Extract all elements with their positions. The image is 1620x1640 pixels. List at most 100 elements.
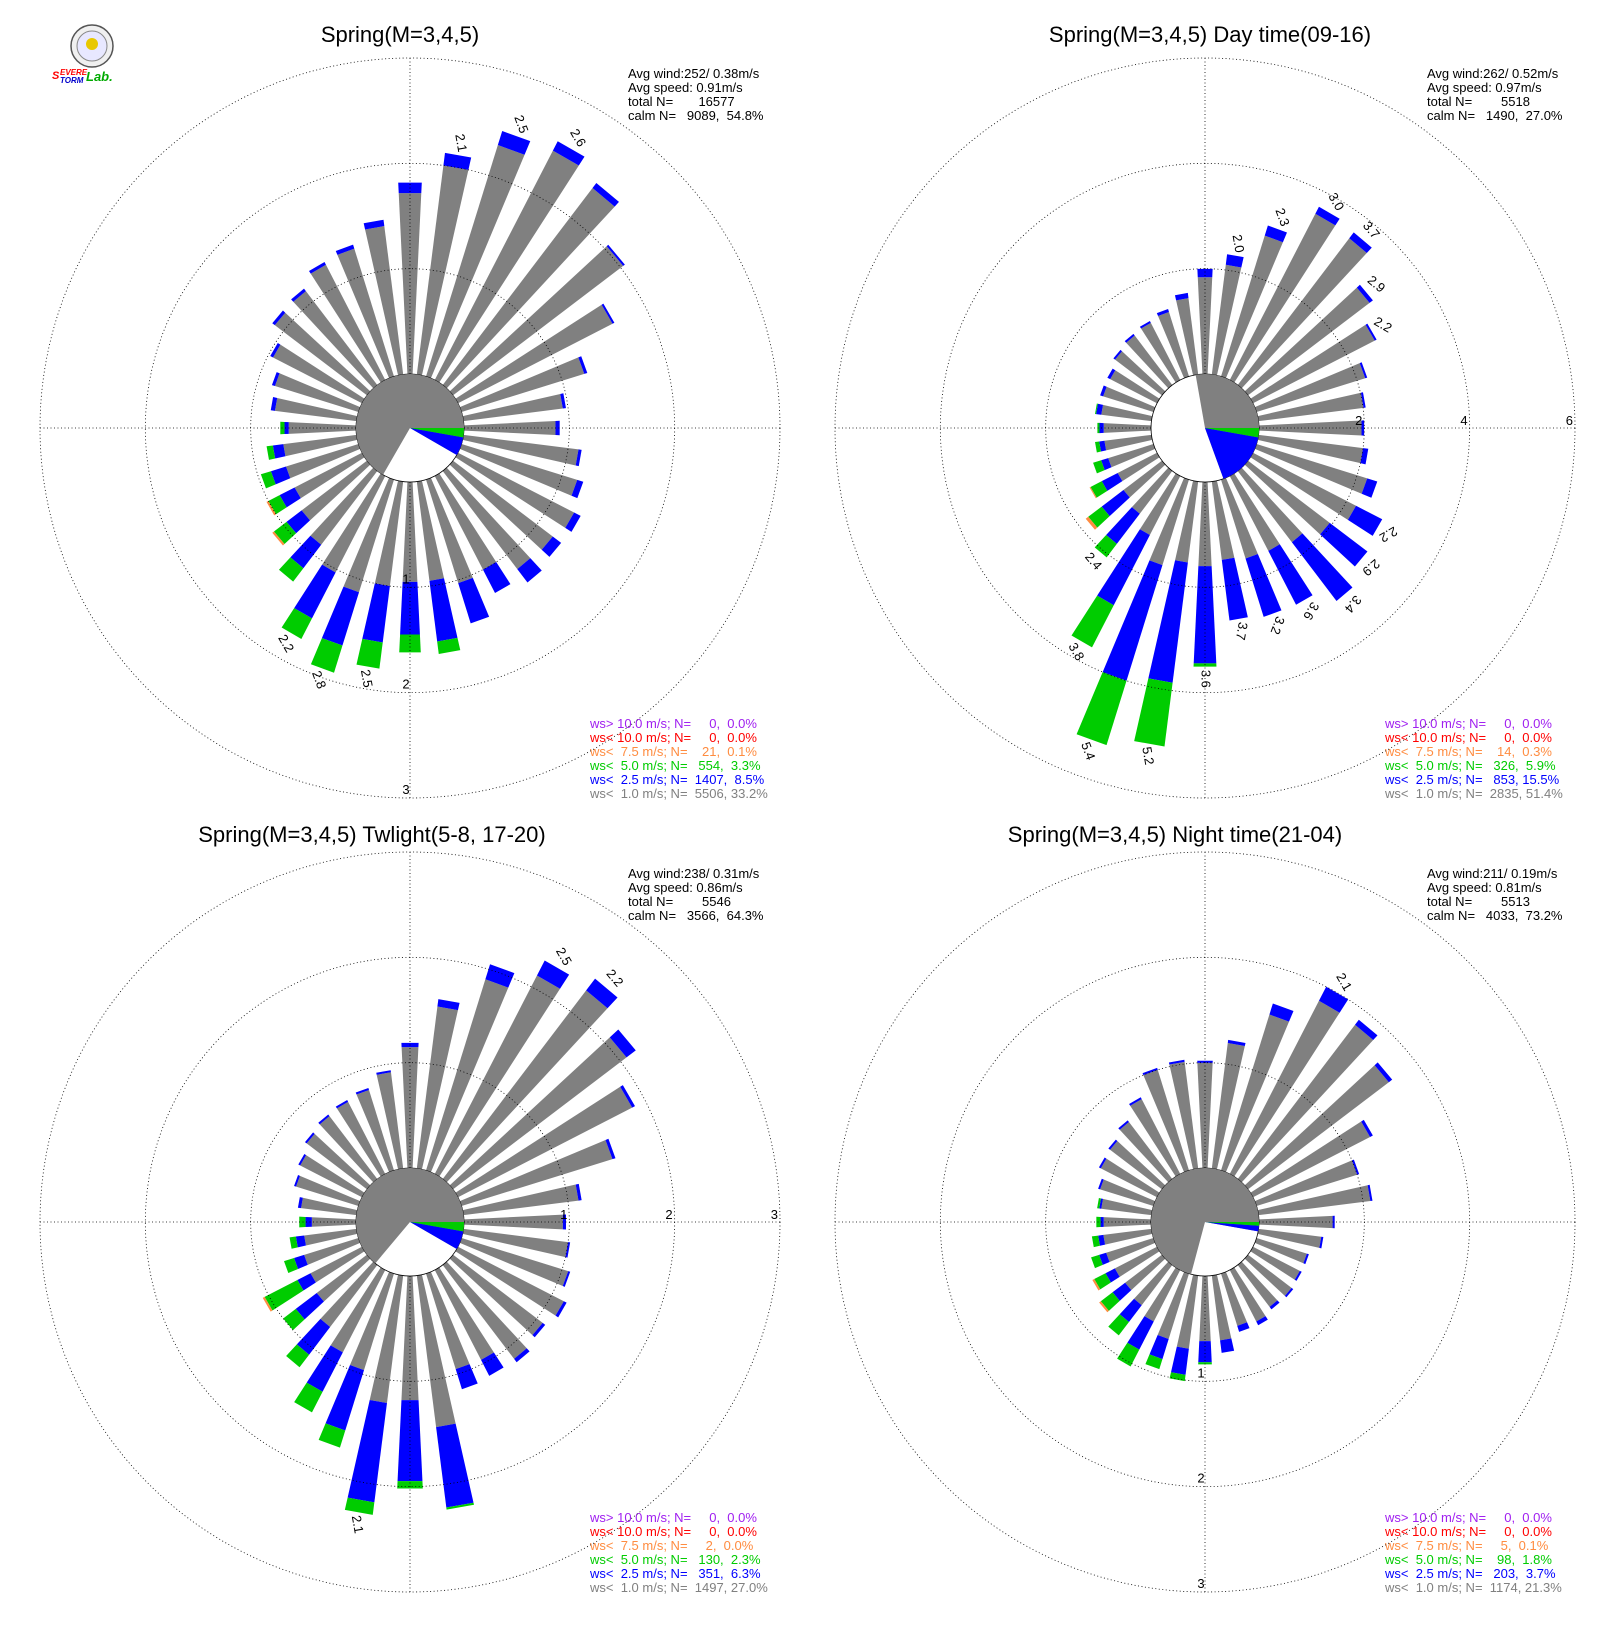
rose-bar-segment bbox=[344, 1497, 375, 1515]
bar-value-label: 2.5 bbox=[553, 945, 575, 968]
rose-bar-segment bbox=[1349, 232, 1372, 253]
legend-entry: ws< 2.5 m/s; N= 1407, 8.5% bbox=[589, 772, 765, 787]
rose-bar-segment bbox=[293, 291, 378, 389]
legend-entry: ws> 10.0 m/s; N= 0, 0.0% bbox=[589, 1510, 757, 1525]
rose-bar-segment bbox=[274, 312, 371, 396]
ring-label: 2 bbox=[665, 1207, 672, 1222]
rose-bar-segment bbox=[565, 512, 581, 532]
rose-bar-segment bbox=[437, 999, 460, 1011]
rose-bar-segment bbox=[1229, 1267, 1266, 1322]
rose-bar-segment bbox=[1100, 1158, 1160, 1198]
bar-value-label: 3.7 bbox=[1360, 218, 1383, 241]
rose-bar-segment bbox=[458, 577, 490, 624]
bar-value-label: 2.2 bbox=[1377, 524, 1400, 546]
rose-bar-segment bbox=[374, 480, 404, 587]
rose-bar-segment bbox=[1085, 516, 1098, 530]
rose-bar-segment bbox=[1119, 1122, 1173, 1183]
wind-rose-1: 1 2 3 2.6 2.5 2.1 2.2 2.8 2.5 bbox=[39, 57, 781, 799]
stats-block: Avg wind:262/ 0.52m/s Avg speed: 0.97m/s… bbox=[1427, 66, 1563, 123]
rose-bar-segment bbox=[1361, 420, 1365, 436]
rose-bar-segment bbox=[306, 1133, 371, 1190]
rose-bar-segment bbox=[565, 1242, 571, 1258]
stat-avg-speed: Avg speed: 0.81m/s bbox=[1427, 880, 1542, 895]
stat-avg-speed: Avg speed: 0.91m/s bbox=[628, 80, 743, 95]
rose-bar-segment bbox=[1176, 298, 1199, 376]
rose-bar-segment bbox=[296, 1318, 331, 1355]
rose-bar-segment bbox=[1101, 1198, 1153, 1216]
rose-bar-segment bbox=[1124, 333, 1135, 343]
rose-bar-segment bbox=[1108, 444, 1156, 468]
rose-bar-segment bbox=[1098, 1234, 1106, 1246]
legend-entry: ws< 2.5 m/s; N= 853, 15.5% bbox=[1384, 772, 1560, 787]
rose-bar-segment bbox=[297, 1197, 303, 1209]
rose-bar-segment bbox=[1268, 544, 1313, 605]
rose-bar-segment bbox=[1094, 1273, 1111, 1290]
legend-entry: ws> 10.0 m/s; N= 0, 0.0% bbox=[1384, 1510, 1552, 1525]
rose-bar-segment bbox=[1117, 1342, 1140, 1367]
rose-bar-segment bbox=[1095, 403, 1098, 415]
chart-title: Spring(M=3,4,5) Twlight(5-8, 17-20) bbox=[198, 822, 545, 847]
rose-bar-segment bbox=[1257, 1228, 1322, 1248]
rose-bar-segment bbox=[1221, 235, 1283, 379]
stat-calm-n: calm N= 3566, 64.3% bbox=[628, 908, 764, 923]
calm-sector-green bbox=[410, 1222, 464, 1232]
rose-bar-segment bbox=[1291, 533, 1353, 601]
legend-entry: ws< 1.0 m/s; N= 5506, 33.2% bbox=[589, 786, 768, 801]
rose-bar-segment bbox=[397, 1481, 423, 1489]
rose-bar-segment bbox=[1237, 1322, 1250, 1332]
calm-sector-gray bbox=[355, 1168, 464, 1264]
rose-bar-segment bbox=[1149, 477, 1189, 566]
rose-bar-segment bbox=[1100, 1292, 1120, 1311]
rose-bar-segment bbox=[1254, 363, 1366, 412]
rose-bar-segment bbox=[1114, 1246, 1160, 1277]
rose-bar-segment bbox=[1258, 1215, 1333, 1229]
rose-bar-segment bbox=[605, 1138, 616, 1160]
rose-bar-segment bbox=[356, 1089, 394, 1173]
legend: ws> 10.0 m/s; N= 0, 0.0%ws< 10.0 m/s; N=… bbox=[589, 716, 768, 801]
rose-bar-segment bbox=[592, 182, 619, 207]
rose-bar-segment bbox=[1142, 1067, 1158, 1076]
rose-bar-segment bbox=[335, 244, 355, 255]
rose-bar-segment bbox=[284, 421, 289, 435]
rose-bar-segment bbox=[601, 303, 615, 324]
rose-bar-segment bbox=[272, 531, 285, 546]
legend-entry: ws< 1.0 m/s; N= 2835, 51.4% bbox=[1384, 786, 1563, 801]
rose-bar-segment bbox=[301, 1197, 358, 1216]
severe-storm-lab-logo: S EVERE TORM Lab. bbox=[52, 24, 114, 85]
rose-bar-segment bbox=[1148, 560, 1188, 683]
rose-bar-segment bbox=[1100, 385, 1107, 397]
rose-bar-segment bbox=[1115, 351, 1166, 396]
legend-entry: ws< 1.0 m/s; N= 1497, 27.0% bbox=[589, 1580, 768, 1595]
rose-bar-segment bbox=[281, 608, 312, 639]
rose-bar-segment bbox=[325, 1365, 365, 1431]
rose-bar-segment bbox=[1360, 392, 1366, 408]
rose-bar-segment bbox=[426, 145, 525, 379]
rose-bar-segment bbox=[1250, 324, 1375, 404]
rose-bar-segment bbox=[1098, 1178, 1104, 1190]
rose-bar-segment bbox=[434, 1267, 494, 1360]
rose-bar-segment bbox=[449, 1254, 543, 1336]
rose-bar-segment bbox=[1110, 370, 1160, 404]
rose-bar-segment bbox=[1354, 1019, 1378, 1041]
rose-bar-segment bbox=[1106, 1238, 1156, 1263]
rose-bar-segment bbox=[305, 1216, 312, 1228]
rose-bar-segment bbox=[1103, 1228, 1153, 1245]
rose-bar-segment bbox=[343, 477, 394, 593]
rose-bar-segment bbox=[1174, 292, 1189, 301]
bar-value-label: 2.1 bbox=[452, 133, 470, 153]
rose-bar-segment bbox=[517, 558, 542, 583]
rose-bar-segment bbox=[459, 1140, 613, 1206]
rose-bar-segment bbox=[1103, 1217, 1152, 1227]
rose-bar-segment bbox=[304, 1228, 358, 1246]
rose-bar-segment bbox=[1356, 284, 1373, 303]
ring-label: 2 bbox=[1197, 1471, 1204, 1486]
legend-entry: ws< 10.0 m/s; N= 0, 0.0% bbox=[589, 1524, 757, 1539]
bar-value-label: 2.5 bbox=[511, 113, 531, 135]
rose-bar-segment bbox=[442, 187, 615, 389]
chart-title: Spring(M=3,4,5) bbox=[321, 22, 479, 47]
rose-bar-segment bbox=[299, 1216, 306, 1228]
rose-bar-segment bbox=[1193, 566, 1217, 664]
bar-value-label: 2.2 bbox=[604, 966, 627, 989]
stat-total-n: total N= 16577 bbox=[628, 94, 735, 109]
rose-bar-segment bbox=[1229, 1000, 1340, 1177]
